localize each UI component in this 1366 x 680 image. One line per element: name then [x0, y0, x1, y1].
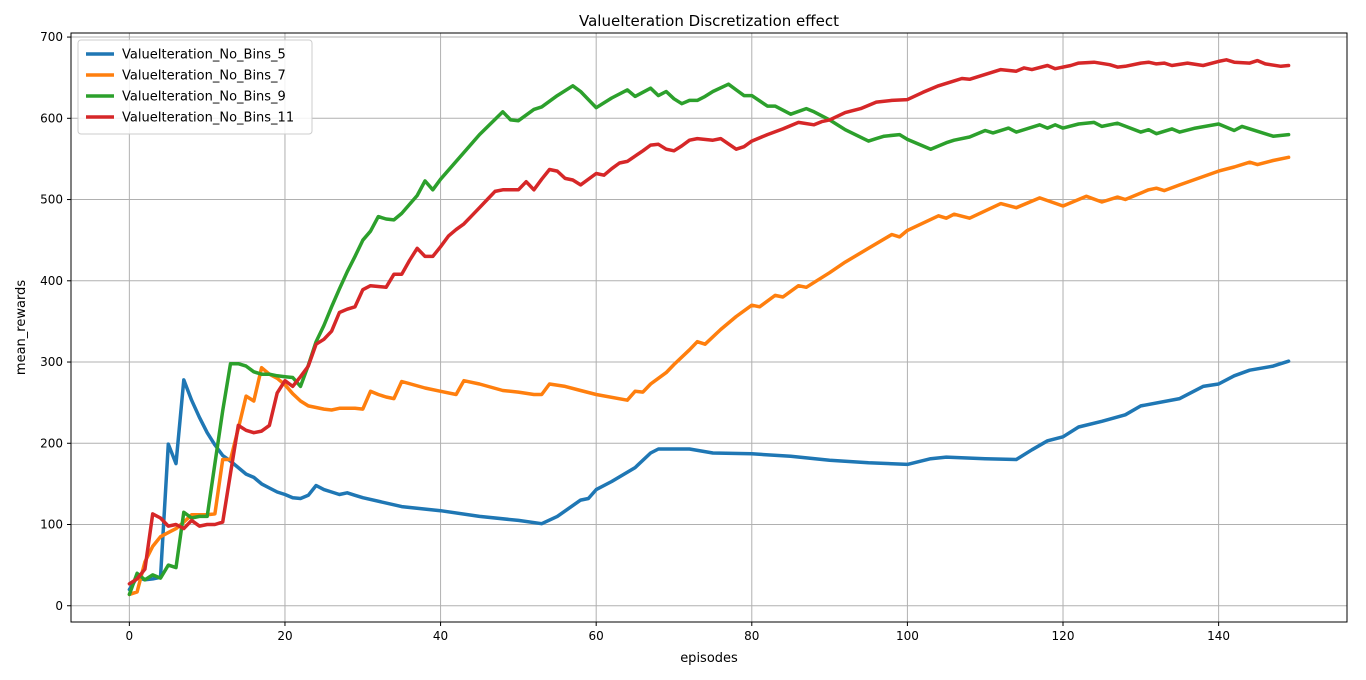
grid-lines	[71, 33, 1347, 622]
x-tick-label: 140	[1207, 629, 1230, 643]
y-tick-label: 200	[40, 436, 63, 450]
series-line-4	[127, 58, 1291, 586]
legend-label-2: ValueIteration_No_Bins_7	[122, 69, 286, 84]
legend-label-3: ValueIteration_No_Bins_9	[122, 90, 286, 105]
x-tick-label: 100	[896, 629, 919, 643]
legend-label-1: ValueIteration_No_Bins_5	[122, 48, 286, 63]
y-tick-label: 500	[40, 193, 63, 207]
y-tick-label: 0	[55, 599, 63, 613]
x-tick-label: 20	[277, 629, 292, 643]
x-axis-label: episodes	[680, 651, 738, 666]
legend-box	[77, 39, 313, 135]
x-axis-ticks: 0 20 40 60 80 100 120 140	[126, 622, 1230, 643]
x-tick-label: 60	[589, 629, 604, 643]
x-tick-label: 120	[1052, 629, 1075, 643]
x-tick-label: 80	[744, 629, 759, 643]
legend-label-4: ValueIteration_No_Bins_11	[122, 111, 294, 126]
x-tick-label: 0	[126, 629, 134, 643]
y-tick-label: 600	[40, 111, 63, 125]
series-line-2	[127, 155, 1291, 597]
y-tick-label: 300	[40, 355, 63, 369]
y-tick-label: 700	[40, 30, 63, 44]
chart-title: ValueIteration Discretization effect	[579, 12, 839, 30]
y-tick-label: 100	[40, 518, 63, 532]
plot-frame	[70, 32, 1348, 623]
series-layer	[127, 58, 1291, 597]
y-axis-label: mean_rewards	[14, 280, 29, 375]
x-tick-label: 40	[433, 629, 448, 643]
y-axis-ticks: 0 100 200 300 400 500 600 700	[40, 30, 71, 613]
series-line-3	[127, 82, 1291, 597]
y-tick-label: 400	[40, 274, 63, 288]
legend: ValueIteration_No_Bins_5 ValueIteration_N…	[77, 39, 313, 135]
